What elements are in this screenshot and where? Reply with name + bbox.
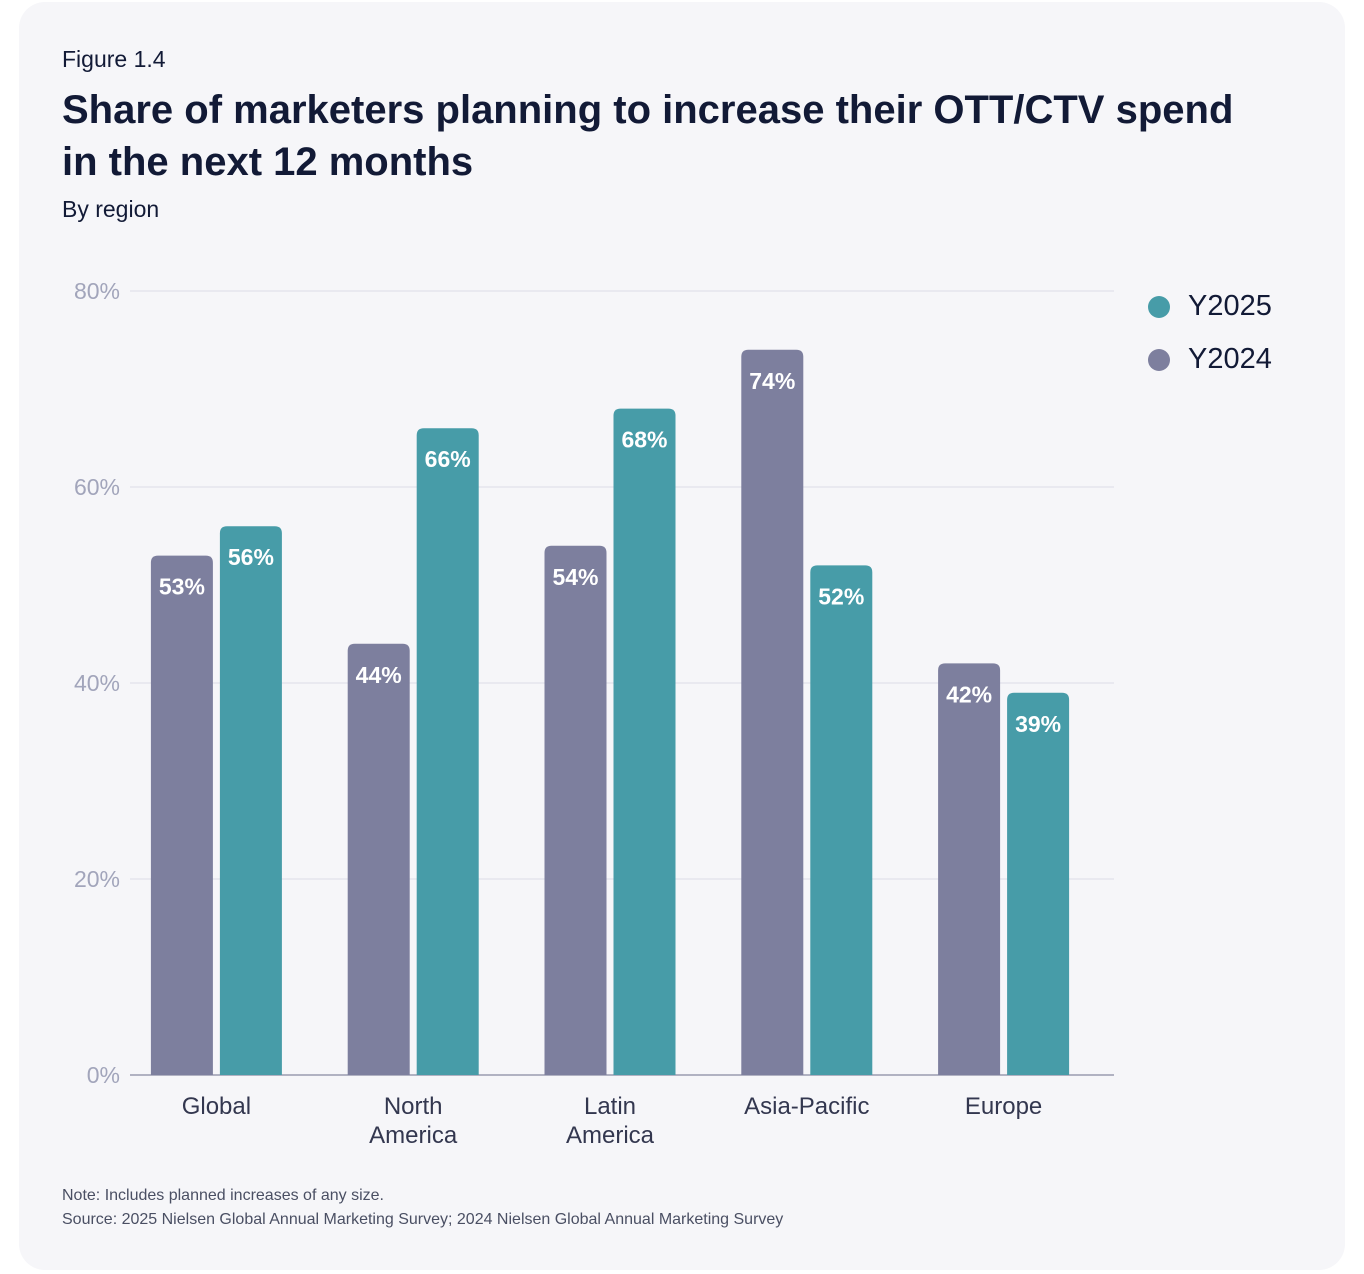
bar-y2024 bbox=[347, 643, 410, 1075]
value-label: 39% bbox=[1015, 711, 1061, 737]
legend: Y2025 Y2024 bbox=[1148, 280, 1272, 386]
category-label-line: America bbox=[566, 1122, 655, 1149]
bar-y2025 bbox=[1007, 692, 1070, 1075]
category-label: Asia-Pacific bbox=[744, 1093, 869, 1120]
value-label: 54% bbox=[552, 564, 598, 590]
category-label: North America bbox=[369, 1093, 458, 1149]
gridlines: 0% 20% 40% 60% 80% bbox=[74, 278, 1114, 1088]
category-label: Latin America bbox=[566, 1093, 655, 1149]
y-tick-label: 80% bbox=[74, 278, 120, 304]
chart-subtitle: By region bbox=[62, 196, 160, 222]
category-label: Global bbox=[182, 1093, 251, 1120]
y-tick-label: 20% bbox=[74, 866, 120, 892]
value-label: 66% bbox=[425, 446, 471, 472]
bar-y2024 bbox=[938, 663, 1001, 1075]
legend-label-y2025: Y2025 bbox=[1188, 290, 1272, 322]
category-label: Europe bbox=[965, 1093, 1042, 1120]
figure-label: Figure 1.4 bbox=[62, 46, 166, 72]
bar-y2025 bbox=[416, 428, 479, 1075]
value-label: 74% bbox=[749, 368, 795, 394]
value-label: 52% bbox=[818, 583, 864, 609]
legend-item-y2025: Y2025 bbox=[1148, 280, 1272, 333]
category-label-line: North bbox=[384, 1093, 443, 1120]
y-tick-label: 0% bbox=[87, 1062, 120, 1088]
bar-y2025 bbox=[810, 565, 873, 1075]
bar-y2025 bbox=[219, 526, 282, 1075]
legend-item-y2024: Y2024 bbox=[1148, 333, 1272, 386]
category-label-line: Europe bbox=[965, 1093, 1042, 1120]
value-label: 44% bbox=[356, 662, 402, 688]
source-text: Source: 2025 Nielsen Global Annual Marke… bbox=[62, 1211, 784, 1228]
bar-y2024 bbox=[741, 349, 804, 1075]
y-tick-label: 60% bbox=[74, 474, 120, 500]
value-label: 68% bbox=[621, 427, 667, 453]
value-label: 42% bbox=[946, 681, 992, 707]
y-tick-label: 40% bbox=[74, 670, 120, 696]
legend-label-y2024: Y2024 bbox=[1188, 343, 1272, 375]
bar-y2025 bbox=[613, 408, 676, 1076]
bar-y2024 bbox=[150, 555, 213, 1075]
value-label: 53% bbox=[159, 574, 205, 600]
bar-y2024 bbox=[544, 545, 607, 1075]
category-label-line: Latin bbox=[584, 1093, 636, 1120]
value-labels: 53% 56% 44% 66% 54% 68% 74% 52% 42% 39% bbox=[159, 368, 1061, 737]
category-label-line: Asia-Pacific bbox=[744, 1093, 869, 1120]
value-label: 56% bbox=[228, 544, 274, 570]
legend-swatch-y2024 bbox=[1148, 348, 1170, 371]
bars bbox=[150, 349, 1070, 1076]
legend-swatch-y2025 bbox=[1148, 295, 1170, 318]
category-label-line: Global bbox=[182, 1093, 251, 1120]
chart-title: Share of marketers planning to increase … bbox=[62, 88, 1234, 184]
category-label-line: America bbox=[369, 1122, 458, 1149]
footnote: Note: Includes planned increases of any … bbox=[62, 1184, 783, 1232]
note-text: Note: Includes planned increases of any … bbox=[62, 1187, 384, 1204]
